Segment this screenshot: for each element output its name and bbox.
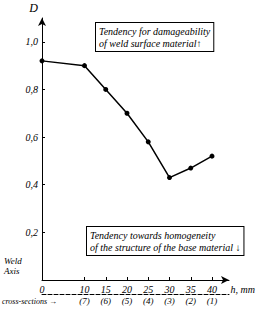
svg-text:0,8: 0,8 (26, 84, 39, 95)
svg-text:30: 30 (164, 284, 175, 295)
svg-text:Tendency for damageability: Tendency for damageability (99, 26, 211, 37)
svg-text:10: 10 (80, 284, 90, 295)
svg-text:cross-sections →: cross-sections → (2, 297, 57, 306)
svg-text:(6): (6) (101, 296, 112, 306)
svg-text:0,6: 0,6 (26, 132, 39, 143)
svg-text:of the structure of the base m: of the structure of the base material ↓ (90, 242, 240, 253)
svg-text:0,4: 0,4 (26, 179, 39, 190)
svg-text:(1): (1) (207, 296, 218, 306)
svg-text:Tendency towards homogeneity: Tendency towards homogeneity (90, 230, 216, 241)
svg-text:h, mm: h, mm (231, 284, 255, 295)
svg-text:1,0: 1,0 (26, 36, 39, 47)
svg-text:35: 35 (185, 284, 196, 295)
svg-text:of weld surface material↑: of weld surface material↑ (99, 38, 202, 49)
svg-text:40: 40 (207, 284, 217, 295)
svg-text:Axis: Axis (3, 266, 20, 276)
svg-text:15: 15 (101, 284, 111, 295)
svg-text:D: D (28, 1, 38, 15)
svg-text:(2): (2) (186, 296, 197, 306)
svg-text:(5): (5) (122, 296, 133, 306)
svg-text:(4): (4) (143, 296, 154, 306)
svg-text:20: 20 (122, 284, 132, 295)
svg-text:(7): (7) (79, 296, 90, 306)
svg-text:Weld: Weld (4, 256, 22, 266)
svg-text:0: 0 (40, 284, 45, 295)
svg-text:0,2: 0,2 (26, 227, 39, 238)
svg-text:25: 25 (143, 284, 153, 295)
svg-text:(3): (3) (164, 296, 175, 306)
